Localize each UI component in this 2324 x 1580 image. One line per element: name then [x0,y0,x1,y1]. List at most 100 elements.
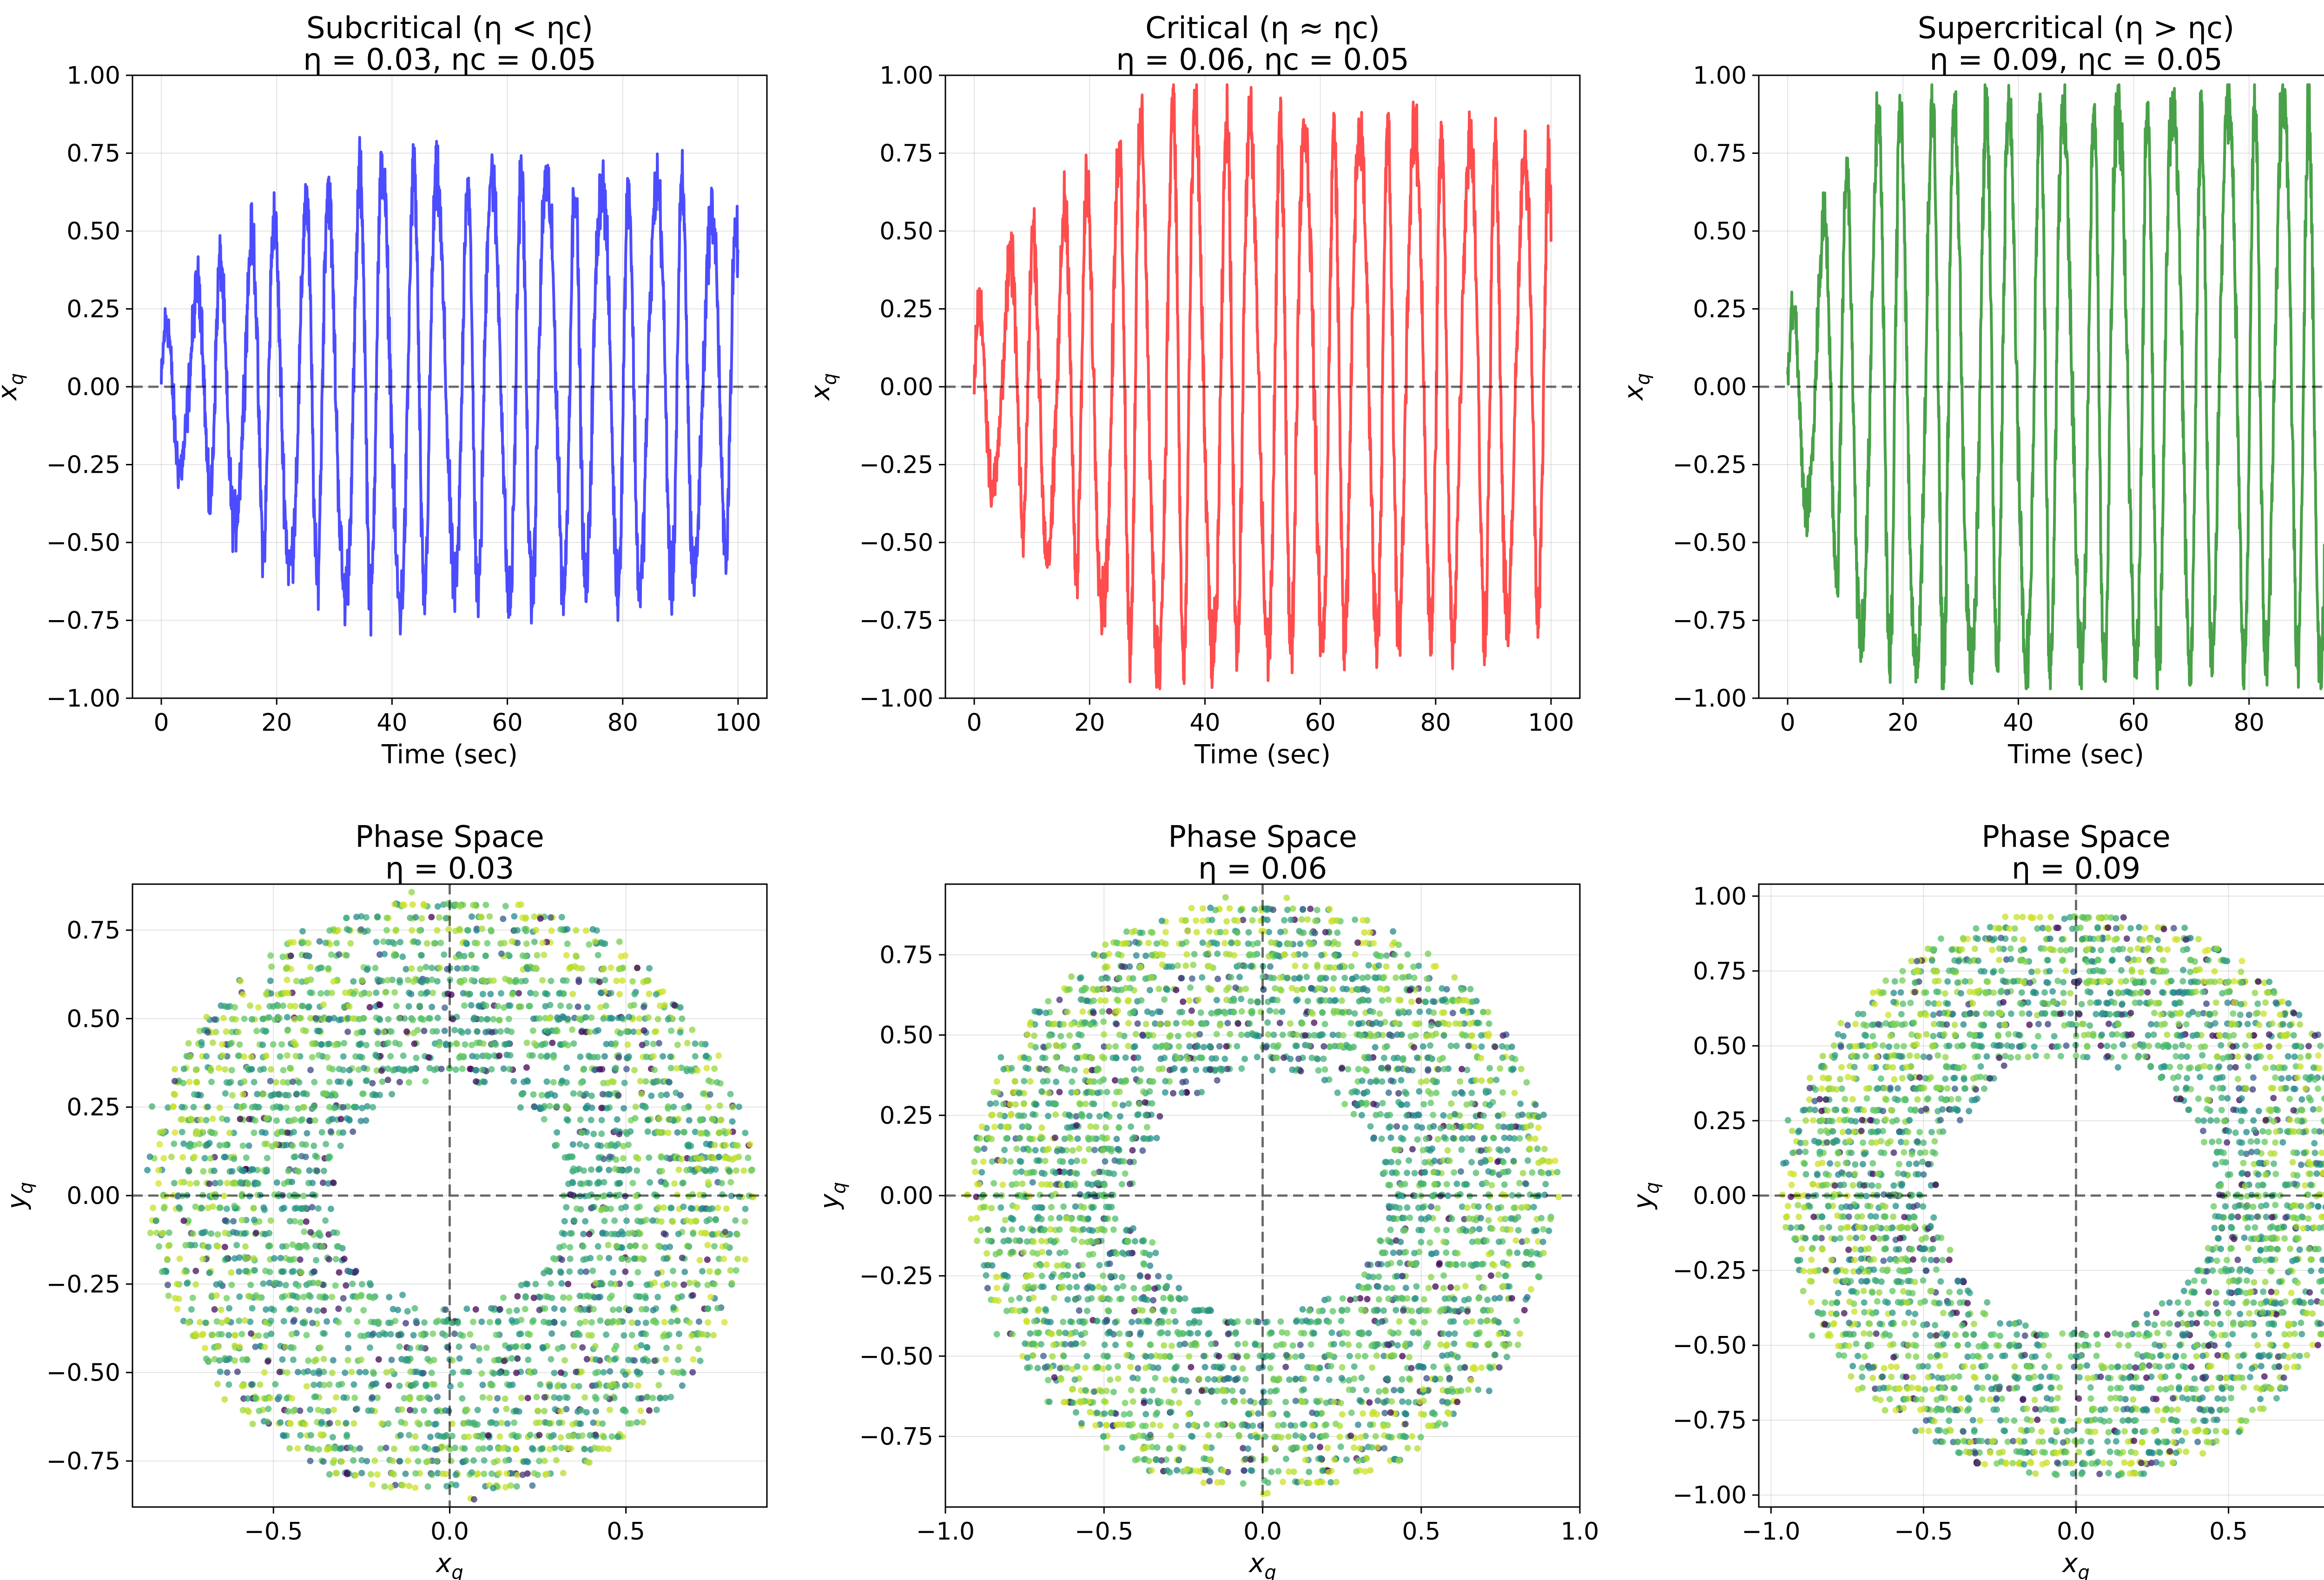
scatter-point [1163,1043,1170,1050]
scatter-point [1540,1226,1547,1233]
scatter-point [1083,1353,1090,1360]
scatter-point [642,1078,649,1085]
scatter-point [1311,1019,1318,1026]
x-axis-label: Time (sec) [2007,740,2144,770]
scatter-point [203,1053,210,1060]
scatter-point [1540,1111,1547,1118]
scatter-point [580,1243,587,1250]
scatter-point [588,1166,594,1173]
scatter-point [1185,1388,1192,1395]
scatter-point [312,1015,319,1022]
scatter-point [638,1306,645,1313]
scatter-point [1089,1399,1096,1406]
scatter-point [260,1280,267,1287]
scatter-point [1066,986,1073,993]
scatter-point [408,991,415,998]
scatter-point [1038,1272,1045,1279]
scatter-point [665,1016,672,1023]
scatter-point [584,1103,591,1109]
scatter-point [224,1369,231,1376]
scatter-point [1105,1364,1112,1371]
scatter-point [634,1319,641,1326]
scatter-point [596,1066,603,1073]
scatter-point [1085,1146,1092,1153]
y-tick-label: 0.50 [879,218,933,245]
scatter-point [1073,1157,1080,1164]
scatter-point [527,990,534,997]
scatter-point [532,991,539,998]
scatter-point [583,1143,590,1150]
scatter-point [1434,1226,1440,1233]
scatter-point [168,1153,175,1160]
scatter-point [1314,961,1321,968]
scatter-point [418,915,425,922]
scatter-point [335,1305,342,1312]
scatter-point [1443,1227,1450,1234]
x-tick-label: 40 [2003,709,2034,737]
scatter-point [582,1318,589,1325]
scatter-point [723,1205,730,1212]
scatter-point [729,1104,736,1111]
scatter-point [573,1368,580,1375]
scatter-point [1530,1203,1537,1210]
y-tick-label: −0.75 [46,1448,120,1475]
scatter-point [622,1129,629,1136]
scatter-point [1380,974,1387,980]
scatter-point [197,1319,203,1326]
scatter-point [336,1269,343,1276]
scatter-point [1138,1295,1145,1302]
scatter-point [592,1431,599,1438]
scatter-point [245,1142,252,1149]
scatter-point [559,1078,566,1084]
scatter-point [391,989,398,996]
scatter-point [236,1254,243,1261]
chart-subtitle: η = 0.06, ηc = 0.05 [1116,43,1409,77]
scatter-point [325,1256,332,1263]
scatter-point [485,1432,492,1439]
scatter-point [413,1318,420,1325]
scatter-point [373,1380,380,1387]
scatter-point [618,1205,625,1212]
scatter-point [324,1408,331,1415]
scatter-point [510,1078,517,1085]
scatter-point [1072,1226,1079,1233]
scatter-point [268,1330,275,1337]
scatter-point [742,1256,749,1263]
scatter-point [561,1218,568,1225]
scatter-point [733,1167,739,1174]
scatter-point [558,1280,565,1287]
scatter-point [625,1053,632,1060]
scatter-point [529,1052,536,1059]
scatter-point [474,1407,481,1414]
scatter-point [677,1092,684,1099]
scatter-point [605,1242,612,1249]
scatter-point [200,1168,207,1175]
scatter-point [1358,1374,1365,1381]
scatter-point [152,1217,159,1224]
scatter-point [408,889,415,896]
scatter-point [203,1013,210,1020]
scatter-point [456,1343,462,1350]
scatter-point [732,1155,739,1161]
scatter-point [1213,997,1220,1004]
scatter-point [309,1040,316,1047]
scatter-point [490,1485,497,1492]
scatter-point [424,1420,431,1427]
scatter-point [507,1482,514,1489]
scatter-point [1025,1146,1032,1153]
scatter-point [501,1357,508,1364]
scatter-point [614,1319,621,1326]
scatter-point [658,1092,665,1098]
scatter-point [460,1368,467,1375]
scatter-point [220,1015,227,1022]
scatter-point [1459,1135,1466,1142]
scatter-point [331,1445,338,1452]
scatter-point [224,1316,231,1323]
scatter-point [322,1294,329,1301]
scatter-point [206,1180,213,1187]
scatter-point [368,1407,375,1414]
scatter-point [694,1067,701,1074]
scatter-point [1338,997,1345,1004]
scatter-point [392,1039,399,1046]
y-tick-label: −0.25 [46,451,120,479]
